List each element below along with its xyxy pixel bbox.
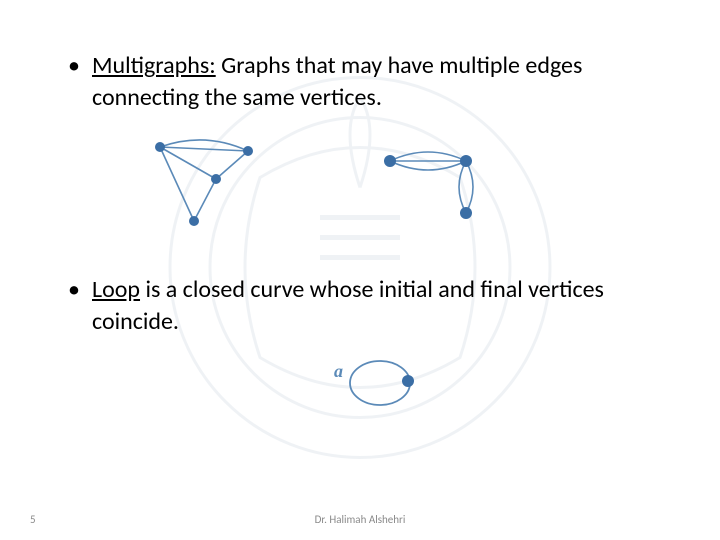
slide-content: Multigraphs: Graphs that may have multip…	[0, 0, 720, 540]
slide-footer: 5 Dr. Halimah Alshehri	[0, 513, 720, 526]
multigraph-figure-1	[140, 129, 270, 234]
term-loop: Loop	[92, 275, 140, 304]
term-multigraphs: Multigraphs:	[92, 51, 216, 80]
loop-figure: a	[330, 353, 660, 418]
author-name: Dr. Halimah Alshehri	[315, 513, 406, 526]
page-number: 5	[30, 513, 36, 526]
multigraph-figure-2	[370, 131, 500, 231]
multigraph-figures	[140, 129, 660, 234]
svg-text:a: a	[334, 361, 343, 381]
bullet-loop: Loop is a closed curve whose initial and…	[60, 274, 660, 339]
text-loop: is a closed curve whose initial and fina…	[92, 275, 604, 336]
bullet-multigraphs: Multigraphs: Graphs that may have multip…	[60, 50, 660, 115]
